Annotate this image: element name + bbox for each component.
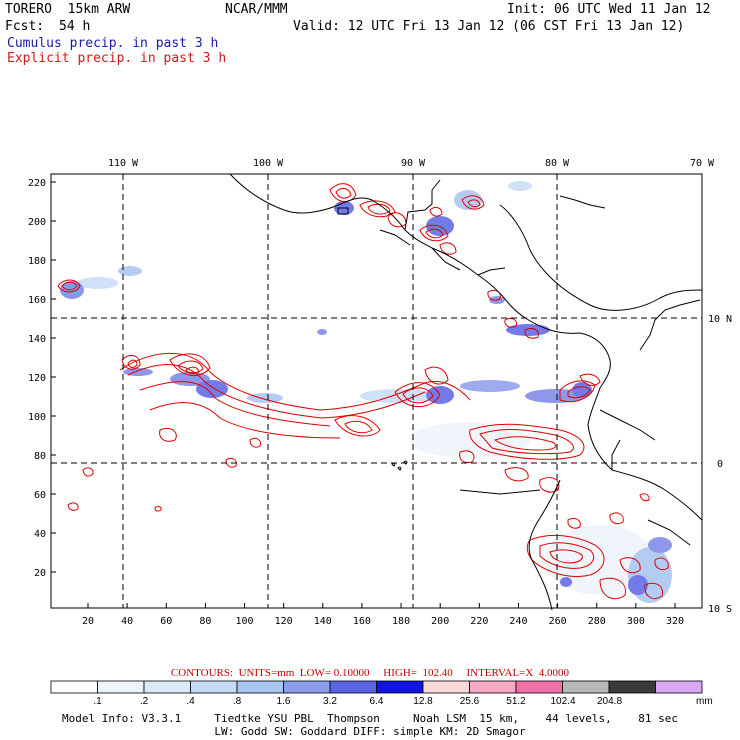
x-tick-label: 260	[549, 616, 567, 627]
coastlines	[229, 173, 703, 611]
colorbar-label: 51.2	[506, 696, 526, 707]
model-info-line1: Model Info: V3.3.1 Tiedtke YSU PBL Thomp…	[62, 712, 678, 725]
org-name: NCAR/MMM	[225, 2, 288, 17]
cumulus-legend: Cumulus precip. in past 3 h	[7, 36, 219, 51]
longitude-labels: 110 W 100 W 90 W 80 W 70 W	[108, 158, 715, 169]
y-tick-label: 160	[28, 295, 46, 306]
model-title: TORERO 15km ARW	[5, 2, 131, 17]
colorbar-label: .1	[93, 696, 102, 707]
colorbar-label: 6.4	[369, 696, 384, 707]
x-tick-label: 160	[353, 616, 371, 627]
colorbar-label: 102.4	[550, 696, 576, 707]
longitude-label: 100 W	[253, 158, 284, 169]
x-tick-label: 20	[82, 616, 94, 627]
colorbar-label: 12.8	[413, 696, 433, 707]
x-tick-labels: 20 40 60 80 100 120 140 160 180 200 220 240 260 280 30…	[82, 616, 684, 627]
longitude-label: 90 W	[401, 158, 426, 169]
x-tick-label: 180	[392, 616, 410, 627]
y-tick-label: 100	[28, 412, 46, 423]
colorbar-swatch	[655, 680, 703, 694]
y-tick-label: 140	[28, 334, 46, 345]
colorbar-swatch	[236, 680, 284, 694]
cumulus-shading	[60, 181, 672, 603]
forecast-label: Fcst:	[5, 19, 45, 34]
x-tick-label: 80	[199, 616, 211, 627]
x-tick-label: 40	[121, 616, 133, 627]
x-tick-label: 200	[431, 616, 449, 627]
colorbar-swatch	[329, 680, 377, 694]
x-tick-label: 320	[666, 616, 684, 627]
colorbar-label: 1.6	[276, 696, 291, 707]
colorbar-label: .8	[232, 696, 242, 707]
longitude-label: 110 W	[108, 158, 139, 169]
colorbar-swatch	[190, 680, 238, 694]
x-tick-label: 300	[627, 616, 645, 627]
y-tick-label: 80	[34, 451, 46, 462]
model-info-line2: LW: Godd SW: Goddard DIFF: simple KM: 2D…	[214, 725, 526, 738]
y-tick-label: 60	[34, 490, 46, 501]
colorbar-swatch	[562, 680, 610, 694]
y-tick-label: 180	[28, 256, 46, 267]
contour-info: CONTOURS: UNITS=mm LOW= 0.10000 HIGH= 10…	[170, 667, 570, 679]
colorbar-label: .2	[139, 696, 149, 707]
colorbar-label: 25.6	[459, 696, 480, 707]
latitude-label: 0	[717, 459, 723, 470]
colorbar-label: 204.8	[597, 696, 623, 707]
init-time: Init: 06 UTC Wed 11 Jan 12	[507, 2, 711, 17]
colorbar-swatch	[422, 680, 470, 694]
colorbar-swatch	[143, 680, 191, 694]
explicit-contours	[57, 183, 669, 600]
colorbar-swatch	[515, 680, 563, 694]
colorbar-swatch	[376, 680, 424, 694]
colorbar-swatch	[469, 680, 517, 694]
x-tick-marks	[87, 603, 676, 608]
colorbar-swatch	[50, 680, 98, 694]
x-tick-label: 220	[470, 616, 488, 627]
x-tick-label: 100	[236, 616, 254, 627]
y-tick-label: 120	[28, 373, 46, 384]
y-tick-label: 20	[34, 568, 46, 579]
valid-time: Valid: 12 UTC Fri 13 Jan 12 (06 CST Fri …	[293, 19, 685, 34]
y-tick-label: 220	[28, 178, 46, 189]
colorbar-swatch	[97, 680, 145, 694]
y-tick-marks	[51, 181, 56, 573]
y-tick-label: 200	[28, 217, 46, 228]
colorbar-units: mm	[696, 696, 713, 707]
x-tick-label: 240	[509, 616, 527, 627]
latitude-label: 10 N	[708, 314, 732, 325]
colorbar-swatch	[283, 680, 331, 694]
latitude-label: 10 S	[708, 604, 732, 615]
longitude-label: 80 W	[545, 158, 570, 169]
colorbar-swatch	[608, 680, 656, 694]
x-tick-label: 60	[160, 616, 172, 627]
plot-frame	[50, 173, 703, 609]
colorbar	[50, 680, 703, 694]
x-tick-label: 140	[314, 616, 332, 627]
x-tick-label: 280	[588, 616, 606, 627]
colorbar-label: 3.2	[323, 696, 337, 707]
colorbar-label: .4	[186, 696, 195, 707]
y-tick-labels: 220 200 180 160 140 120 100 80 60 40 20	[28, 178, 46, 579]
lat-lon-grid	[51, 174, 702, 608]
longitude-label: 70 W	[690, 158, 715, 169]
latitude-labels: 10 N 0 10 S	[708, 314, 732, 615]
explicit-legend: Explicit precip. in past 3 h	[7, 51, 227, 66]
x-tick-label: 120	[275, 616, 293, 627]
y-tick-label: 40	[34, 529, 46, 540]
forecast-hour: 54 h	[59, 19, 91, 34]
